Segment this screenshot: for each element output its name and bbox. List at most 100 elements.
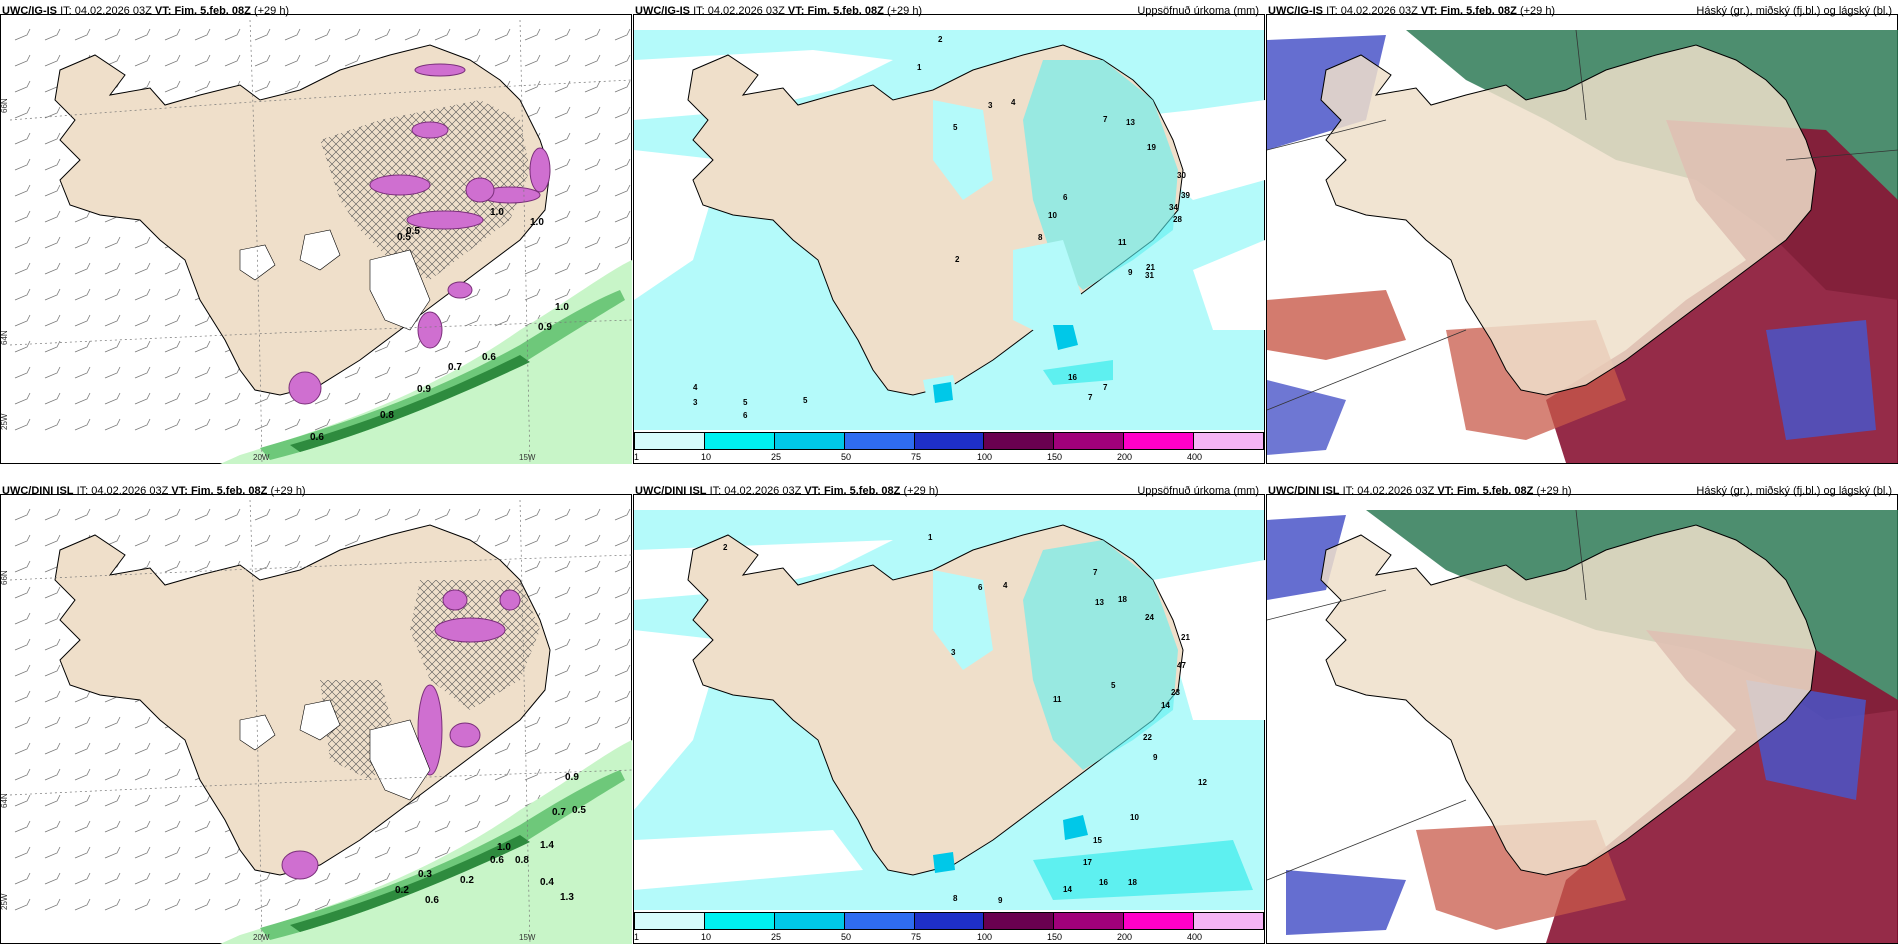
wind-barb — [524, 534, 541, 547]
wind-barb — [524, 80, 541, 93]
wind-barb — [74, 210, 91, 223]
wind-barb — [494, 314, 511, 327]
wind-barb — [14, 132, 31, 145]
colorbar-tick: 400 — [1187, 932, 1203, 942]
wind-barb — [314, 534, 331, 547]
valid-time: Fim. 5.feb. 08Z — [807, 5, 884, 17]
wind-barb — [614, 716, 631, 729]
wind-barb — [194, 508, 211, 521]
wind-barb — [464, 340, 481, 353]
wind-barb — [584, 742, 601, 755]
wind-barb — [584, 262, 601, 275]
colorbar-swatch — [1054, 913, 1125, 929]
wind-barb — [224, 898, 241, 911]
wind-barb — [194, 560, 211, 573]
wind-barb — [404, 28, 421, 41]
wind-barb — [44, 28, 61, 41]
wind-barb — [374, 872, 391, 885]
wind-barb — [524, 742, 541, 755]
wind-barb — [614, 560, 631, 573]
wind-barb — [44, 314, 61, 327]
wind-barb — [584, 560, 601, 573]
wind-barb — [254, 80, 271, 93]
wind-barb — [44, 898, 61, 911]
wind-barb — [374, 340, 391, 353]
panel-header: UWC/DINI ISL IT: 04.02.2026 03Z VT: Fim.… — [1268, 485, 1572, 497]
colorbar-tick: 150 — [1047, 452, 1063, 462]
value-labels: 0.9 0.7 0.5 1.0 1.4 0.8 0.3 0.2 0.6 1.3 … — [395, 772, 586, 906]
wind-barb — [74, 262, 91, 275]
value-label: 8 — [953, 894, 958, 903]
map-accumulated-precip: 2 1 4 6 7 13 18 24 21 47 23 14 22 12 9 1… — [634, 510, 1265, 910]
wind-barb — [14, 106, 31, 119]
wind-barb — [494, 262, 511, 275]
colorbar-swatch — [914, 433, 985, 449]
wind-barb — [14, 158, 31, 171]
value-label: 1 — [917, 63, 922, 72]
value-label: 6 — [743, 411, 748, 420]
wind-barb — [104, 340, 121, 353]
colorbar-ticks: 1 10 25 50 75 100 150 200 400 — [634, 452, 1264, 463]
panel-bottom-left: UWC/DINI ISL IT: 04.02.2026 03Z VT: Fim.… — [0, 480, 632, 945]
wind-barb — [614, 28, 631, 41]
wind-barb — [554, 612, 571, 625]
valid-time: Fim. 5.feb. 08Z — [1440, 5, 1517, 17]
lead-time: (+29 h) — [903, 485, 939, 497]
wind-barb — [194, 314, 211, 327]
value-label: 5 — [803, 396, 808, 405]
wind-barb — [134, 28, 151, 41]
wind-barb — [134, 742, 151, 755]
wind-barb — [254, 560, 271, 573]
wind-barb — [14, 638, 31, 651]
wind-barb — [74, 288, 91, 301]
wind-barb — [164, 418, 181, 431]
value-label: 0.2 — [460, 875, 474, 886]
value-label: 4 — [1011, 98, 1016, 107]
value-label: 2 — [955, 255, 960, 264]
wind-barb — [74, 314, 91, 327]
wind-barb — [44, 586, 61, 599]
lon-label: 20W — [253, 933, 270, 942]
valid-time: Fim. 5.feb. 08Z — [823, 485, 901, 497]
wind-barb — [314, 898, 331, 911]
value-label: 3 — [988, 101, 993, 110]
wind-barb — [44, 794, 61, 807]
vt-label: VT: — [787, 5, 805, 17]
wind-barb — [344, 534, 361, 547]
value-label: 6 — [1063, 193, 1068, 202]
wind-barb — [14, 820, 31, 833]
wind-barb — [14, 664, 31, 677]
colorbar-tick: 75 — [911, 452, 922, 462]
wind-barb — [584, 106, 601, 119]
model-name: UWC/DINI ISL — [2, 485, 74, 497]
wind-barb — [74, 846, 91, 859]
value-label: 18 — [1128, 878, 1137, 887]
map-wind-precip: 1.0 0.9 0.7 0.6 0.9 0.8 0.6 0.5 1.0 0.5 … — [9, 19, 632, 465]
wind-barb — [554, 560, 571, 573]
wind-barb — [164, 80, 181, 93]
value-label: 0.5 — [406, 226, 420, 237]
wind-barb — [464, 314, 481, 327]
value-label: 7 — [1093, 568, 1098, 577]
wind-barb — [584, 132, 601, 145]
wind-barb — [164, 560, 181, 573]
value-labels: 1.0 0.9 0.7 0.6 0.9 0.8 0.6 0.5 1.0 0.5 … — [310, 207, 569, 443]
value-label: 11 — [1053, 695, 1062, 704]
value-label: 1.0 — [490, 207, 504, 218]
value-label: 0.5 — [572, 805, 586, 816]
wind-barb — [614, 638, 631, 651]
convective-cells — [288, 63, 551, 405]
panel-frame — [633, 14, 1265, 464]
value-label: 5 — [743, 398, 748, 407]
wind-barb — [224, 366, 241, 379]
wind-barb — [374, 820, 391, 833]
value-label: 24 — [1145, 613, 1154, 622]
value-label: 31 — [1145, 271, 1154, 280]
value-label: 1.0 — [497, 842, 511, 853]
wind-barb — [14, 586, 31, 599]
model-name: UWC/DINI ISL — [1268, 485, 1340, 497]
wind-barb — [164, 340, 181, 353]
wind-barb — [164, 898, 181, 911]
wind-barb — [44, 690, 61, 703]
value-label: 5 — [953, 123, 958, 132]
